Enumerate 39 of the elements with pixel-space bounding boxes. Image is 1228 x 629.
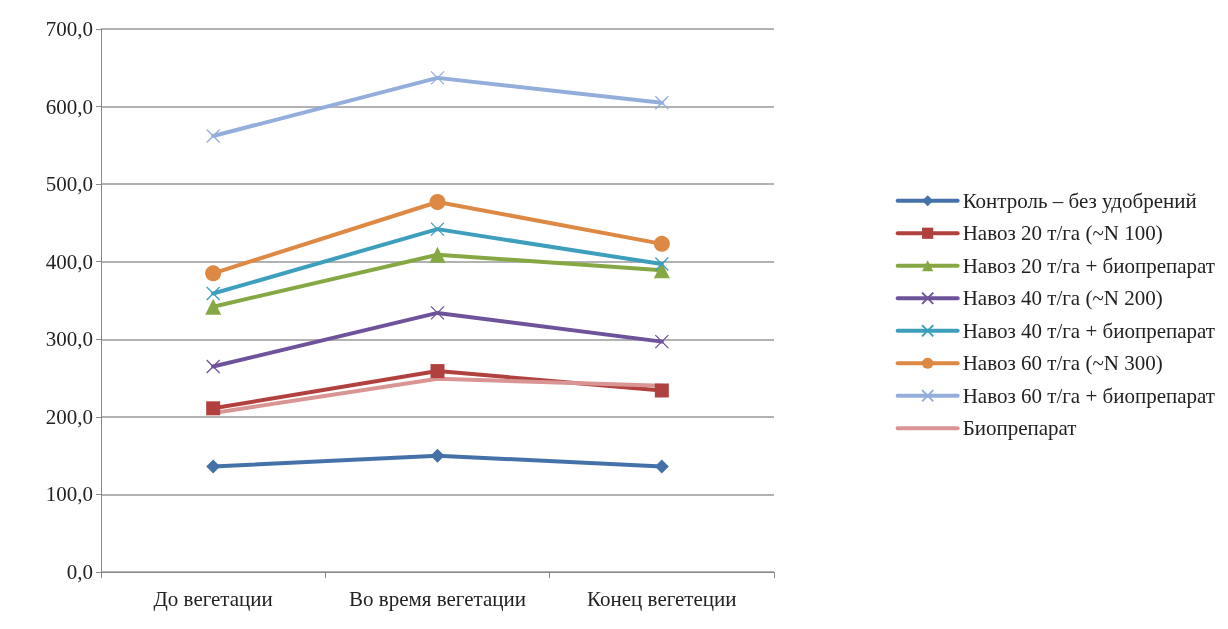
point [206, 359, 221, 374]
y-tick-label: 500,0 [45, 172, 93, 197]
y-tick-label: 700,0 [45, 17, 93, 41]
legend-label: Биопрепарат [962, 416, 1077, 441]
point [430, 364, 445, 379]
legend-label: Навоз 20 т/га (~N 100) [962, 221, 1163, 246]
y-tick-label: 100,0 [45, 482, 93, 507]
point [654, 95, 669, 110]
point [654, 334, 669, 349]
x-tick-label: До вегетации [153, 586, 273, 611]
y-tick-label: 200,0 [45, 404, 93, 429]
point [429, 193, 446, 210]
point [654, 383, 669, 398]
point [653, 235, 670, 252]
point [430, 70, 445, 86]
legend-label: Контроль – без удобрений [962, 188, 1197, 213]
legend-label: Навоз 40 т/га (~N 200) [962, 286, 1163, 311]
point [430, 221, 445, 237]
x-tick-label: Конец вегетеции [587, 586, 737, 611]
y-tick-label: 400,0 [45, 249, 93, 274]
legend-label: Навоз 60 т/га (~N 300) [962, 351, 1163, 376]
x-tick-label: Во время вегетации [349, 586, 526, 611]
point [429, 246, 446, 263]
y-tick-label: 600,0 [45, 94, 93, 119]
point [654, 256, 669, 272]
legend-label: Навоз 40 т/га + биопрепарат [962, 318, 1216, 343]
y-tick-label: 0,0 [66, 560, 93, 584]
legend-label: Навоз 60 т/га + биопрепарат [962, 383, 1216, 408]
point [205, 265, 222, 282]
point [206, 401, 221, 416]
point [206, 128, 221, 144]
point [430, 448, 445, 463]
point [206, 459, 221, 474]
y-tick-label: 300,0 [45, 327, 93, 352]
point [430, 305, 445, 321]
point [205, 298, 222, 315]
legend-label: Навоз 20 т/га + биопрепарат [962, 253, 1216, 278]
point [654, 459, 669, 474]
point [206, 286, 221, 301]
